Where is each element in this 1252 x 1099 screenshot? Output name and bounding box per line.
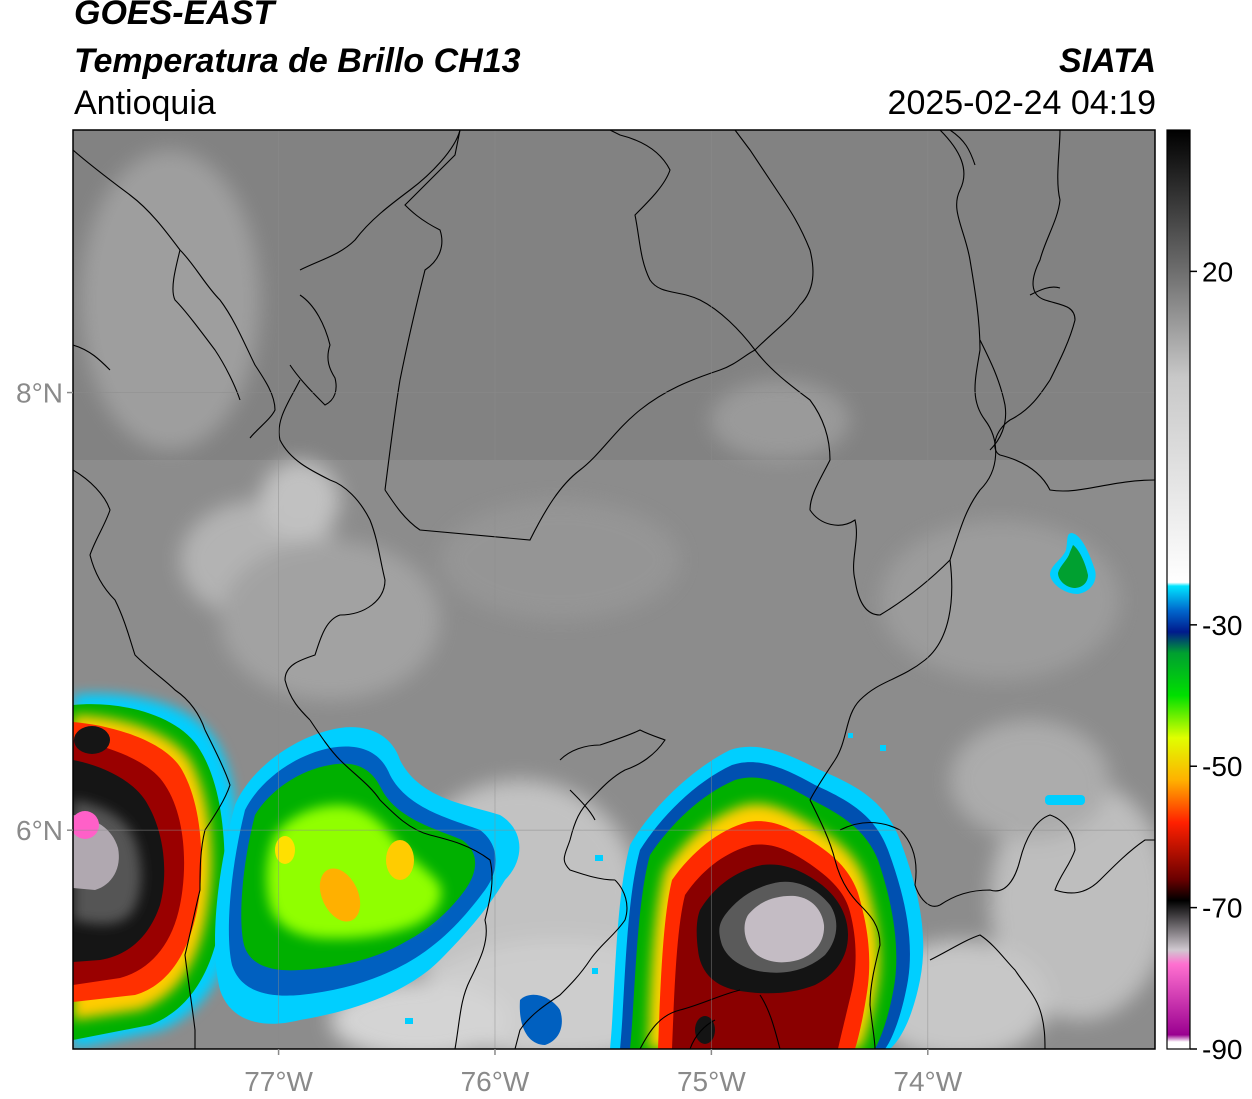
- colorbar-tick-label: 20: [1202, 256, 1233, 287]
- lon-tick-label: 74°W: [893, 1066, 962, 1097]
- convective-cell-east: [610, 746, 924, 1049]
- convective-cell-west: [73, 693, 239, 1049]
- gridlines: [73, 130, 1155, 1049]
- latitude-ticks: 8°N 6°N: [16, 378, 73, 846]
- organization-label: SIATA: [1059, 42, 1156, 80]
- colorbar-tick-label: -70: [1202, 893, 1242, 924]
- lon-tick-label: 75°W: [677, 1066, 746, 1097]
- colorbar-tick-label: -30: [1202, 610, 1242, 641]
- colorbar-tick-label: -50: [1202, 751, 1242, 782]
- product-title: Temperatura de Brillo CH13: [74, 42, 521, 80]
- colorbar: 20 -30 -50 -70 -90: [1166, 129, 1242, 1065]
- lon-tick-label: 77°W: [244, 1066, 313, 1097]
- colorbar-ticks: 20 -30 -50 -70 -90: [1190, 256, 1242, 1065]
- timestamp-label: 2025-02-24 04:19: [887, 84, 1156, 122]
- political-boundaries: [73, 130, 1155, 1049]
- longitude-ticks: 77°W 76°W 75°W 74°W: [244, 1049, 963, 1097]
- satellite-field: [73, 130, 1155, 1049]
- region-label: Antioquia: [74, 84, 216, 122]
- colorbar-scale: [1166, 129, 1191, 1050]
- lat-tick-label: 6°N: [16, 815, 63, 846]
- colorbar-tick-label: -90: [1202, 1034, 1242, 1065]
- scattered-cloud-tops: [405, 733, 1085, 1024]
- satellite-title: GOES-EAST: [74, 0, 275, 32]
- lat-tick-label: 8°N: [16, 378, 63, 409]
- lon-tick-label: 76°W: [461, 1066, 530, 1097]
- small-cell-northeast: [1050, 533, 1096, 594]
- map-frame: [72, 129, 1156, 1050]
- convective-cell-central: [215, 727, 562, 1045]
